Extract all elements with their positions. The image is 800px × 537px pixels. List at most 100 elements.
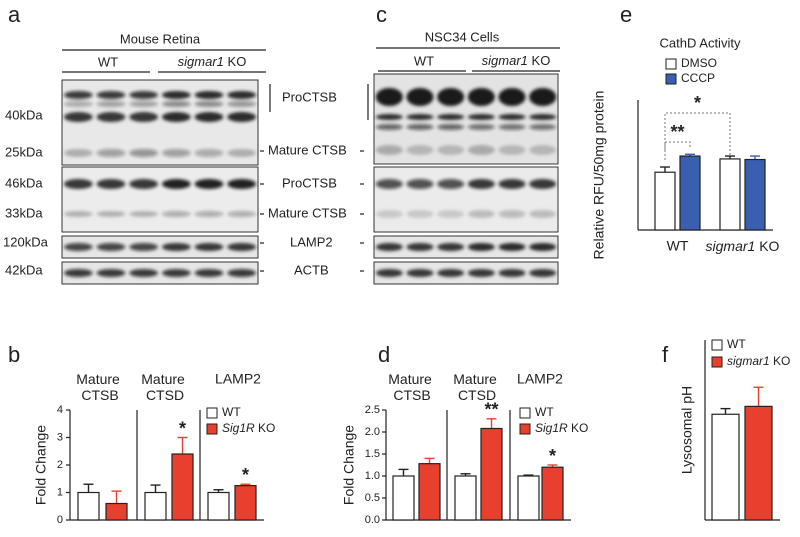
bar [541,466,564,521]
band [498,243,526,251]
panel-letter: c [376,2,387,27]
band [375,124,403,130]
band [529,124,557,130]
blot-strip [373,73,559,165]
band [437,269,465,277]
y-axis-label: Relative RFU/50mg protein [591,91,607,260]
bar [77,491,100,521]
blot-strip [373,261,559,285]
comparison-bracket [664,112,731,160]
panel-letter: b [8,342,20,367]
y-axis-label: Lysosomal pH [679,386,695,474]
band [129,101,159,107]
legend-label: CCCP [681,71,715,85]
legend-label: DMSO [681,56,717,70]
marker-label: 33kDa [5,205,43,220]
y-tick-label: 0.5 [365,492,380,504]
band [63,112,93,122]
bar [711,413,740,521]
band [161,179,191,189]
band [529,243,557,251]
band [437,114,465,120]
band [498,114,526,120]
band [529,145,557,155]
band [375,210,403,218]
y-axis-label: Fold Change [341,425,357,505]
comparison-label: ** [670,122,684,142]
bar [454,475,477,521]
band [227,112,257,122]
group-label: sigmar1 KO [178,54,247,69]
marker-label: 40kDa [5,107,43,122]
panel-letter: d [378,342,390,367]
bar [392,475,415,521]
legend-label: WT [535,405,554,419]
bar [207,491,230,521]
band [406,114,434,120]
legend-swatch [665,58,677,70]
band [406,179,434,189]
band [406,124,434,130]
y-tick-label: 2.0 [365,426,380,438]
band [96,269,126,277]
band [161,211,191,217]
marker-label: 46kDa [5,175,43,190]
y-tick-label: 1 [57,486,63,498]
legend-label: Sig1R KO [535,421,588,435]
category-title: Mature CTSD [453,371,500,403]
bar [744,158,766,231]
bar [171,453,194,521]
band [161,269,191,277]
legend-label: sigmar1 KO [727,354,790,368]
band [194,211,224,217]
legend-swatch [711,339,723,351]
band [467,269,495,277]
band [194,243,224,251]
band [467,114,495,120]
bar [654,171,676,231]
band [194,269,224,277]
band [63,211,93,217]
band-label: Mature CTSB [268,142,347,157]
band [63,101,93,107]
band [498,145,526,155]
chart-title: CathD Activity [660,35,741,50]
panel-letter: a [8,2,21,27]
band [227,91,257,99]
band [375,269,403,277]
band [161,101,191,107]
band [227,243,257,251]
band [529,179,557,189]
blot-strip [61,79,259,166]
band [375,145,403,155]
band [375,88,403,106]
band [194,149,224,157]
band [375,179,403,189]
band-label: ProCTSB [282,89,337,104]
y-tick-label: 0 [57,514,63,526]
band [63,243,93,251]
marker-label: 42kDa [5,262,43,277]
legend-swatch [665,73,677,85]
band [437,243,465,251]
band [498,210,526,218]
legend-swatch [519,423,531,435]
band [529,88,557,106]
panel-letter: f [662,342,669,367]
group-label: WT [414,53,434,68]
blots [61,73,559,285]
legend-swatch [711,356,723,368]
band [129,112,159,122]
significance: * [179,418,186,438]
band [194,101,224,107]
blot-strip [61,166,259,233]
band [63,91,93,99]
band [129,211,159,217]
bar [480,427,503,521]
band [406,210,434,218]
y-tick-label: 2 [57,459,63,471]
y-tick-label: 2.5 [365,404,380,416]
band [194,112,224,122]
blot-strip [61,261,259,285]
band [96,91,126,99]
